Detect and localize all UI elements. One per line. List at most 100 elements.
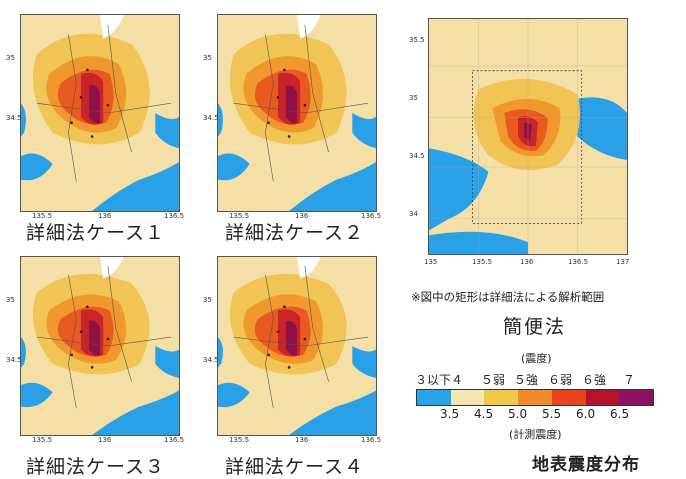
sea-area bbox=[155, 346, 179, 379]
boundary-value: 6.0 bbox=[576, 407, 596, 421]
city-marker bbox=[276, 330, 280, 334]
x-tick-label: 135.5 bbox=[472, 258, 493, 266]
simple-method-title: 簡便法 bbox=[503, 316, 567, 338]
city-marker bbox=[283, 68, 286, 72]
city-marker bbox=[70, 353, 73, 357]
intensity-6-upper-zone bbox=[285, 85, 297, 124]
map-image bbox=[428, 18, 628, 255]
sea-area bbox=[21, 337, 26, 368]
intensity-map bbox=[218, 15, 376, 211]
x-tick-label: 136 bbox=[295, 212, 309, 220]
city-marker bbox=[106, 103, 110, 107]
x-tick-label: 137 bbox=[616, 258, 630, 266]
prefecture-boundary bbox=[233, 336, 369, 347]
sea-area bbox=[218, 103, 223, 137]
intensity-map bbox=[429, 19, 627, 254]
city-marker bbox=[276, 96, 280, 99]
prefecture-boundary bbox=[36, 336, 172, 347]
map-image bbox=[20, 256, 180, 436]
y-tick-label: 35 bbox=[409, 94, 418, 102]
y-tick-label: 34.5 bbox=[203, 356, 219, 364]
y-tick-label: 35 bbox=[203, 54, 212, 62]
city-marker bbox=[303, 103, 307, 107]
legend-swatch bbox=[518, 390, 552, 405]
sea-area bbox=[21, 153, 53, 181]
x-tick-label: 135.5 bbox=[229, 436, 250, 444]
x-tick-label: 136.5 bbox=[361, 436, 382, 444]
city-marker bbox=[303, 337, 307, 341]
legend-swatch bbox=[619, 390, 654, 405]
x-tick-label: 135 bbox=[424, 258, 438, 266]
x-tick-label: 136.5 bbox=[568, 258, 589, 266]
city-marker bbox=[79, 96, 83, 99]
sea-area bbox=[352, 346, 376, 379]
x-tick-label: 136.5 bbox=[164, 212, 185, 220]
y-tick-label: 34.5 bbox=[6, 114, 22, 122]
intensity-label: ６弱 bbox=[548, 373, 573, 387]
sea-area bbox=[218, 382, 250, 408]
city-marker bbox=[287, 135, 291, 138]
boundary-value: 5.5 bbox=[542, 407, 562, 421]
prefecture-boundary bbox=[233, 102, 369, 114]
legend-footer: (計測震度) bbox=[509, 428, 562, 441]
intensity-label: ４ bbox=[451, 373, 464, 387]
x-tick-label: 136.5 bbox=[164, 436, 185, 444]
legend-swatch bbox=[417, 390, 451, 405]
prefecture-boundary bbox=[36, 102, 172, 114]
sea-area bbox=[218, 153, 250, 181]
intensity-label: ５強 bbox=[514, 373, 539, 387]
boundary-value: 3.5 bbox=[440, 407, 460, 421]
caption-case3: 詳細法ケース３ bbox=[26, 456, 166, 478]
intensity-label: ５弱 bbox=[481, 373, 506, 387]
y-tick-label: 35.5 bbox=[409, 36, 425, 44]
city-marker bbox=[70, 121, 73, 125]
y-tick-label: 34 bbox=[409, 210, 418, 218]
y-tick-label: 34.5 bbox=[409, 152, 425, 160]
legend-swatch bbox=[551, 390, 586, 405]
no-data-area bbox=[297, 257, 321, 279]
intensity-map bbox=[21, 257, 179, 435]
analysis-area-rectangle bbox=[472, 70, 582, 224]
analysis-area-note: ※図中の矩形は詳細法による解析範囲 bbox=[411, 290, 605, 304]
sea-area bbox=[352, 113, 376, 149]
city-marker bbox=[86, 305, 89, 309]
city-marker bbox=[287, 366, 291, 369]
y-tick-label: 34.5 bbox=[203, 114, 219, 122]
legend-heading: (震度) bbox=[521, 352, 552, 365]
caption-case1: 詳細法ケース１ bbox=[26, 222, 166, 244]
no-data-area bbox=[100, 257, 124, 279]
boundary-value: 5.0 bbox=[508, 407, 528, 421]
map-image bbox=[20, 14, 180, 212]
sea-area bbox=[92, 390, 179, 435]
city-marker bbox=[90, 366, 94, 369]
intensity-label: ６強 bbox=[582, 373, 607, 387]
sea-area bbox=[21, 382, 53, 408]
boundary-value: 6.5 bbox=[610, 407, 630, 421]
intensity-6-upper-zone bbox=[285, 320, 297, 356]
prefecture-boundary bbox=[304, 24, 329, 153]
sea-area bbox=[218, 337, 223, 368]
map-image bbox=[217, 256, 377, 436]
city-marker bbox=[106, 337, 110, 341]
city-marker bbox=[90, 135, 94, 138]
intensity-6-upper-zone bbox=[88, 320, 100, 356]
city-marker bbox=[79, 330, 83, 334]
intensity-6-upper-zone bbox=[88, 85, 100, 124]
sea-area bbox=[155, 113, 179, 149]
sea-area bbox=[92, 162, 179, 211]
x-tick-label: 136.5 bbox=[361, 212, 382, 220]
map-image bbox=[217, 14, 377, 212]
y-tick-label: 34.5 bbox=[6, 356, 22, 364]
city-marker bbox=[86, 68, 89, 72]
city-marker bbox=[267, 121, 270, 125]
boundary-value: 4.5 bbox=[474, 407, 494, 421]
prefecture-boundary bbox=[107, 265, 132, 382]
x-tick-label: 135.5 bbox=[32, 436, 53, 444]
legend-swatch bbox=[484, 390, 519, 405]
x-tick-label: 135.5 bbox=[229, 212, 250, 220]
intensity-label: ３以下 bbox=[415, 373, 452, 387]
y-tick-label: 35 bbox=[6, 296, 15, 304]
sea-area bbox=[289, 162, 376, 211]
legend-swatch bbox=[585, 390, 620, 405]
caption-case2: 詳細法ケース２ bbox=[225, 222, 365, 244]
